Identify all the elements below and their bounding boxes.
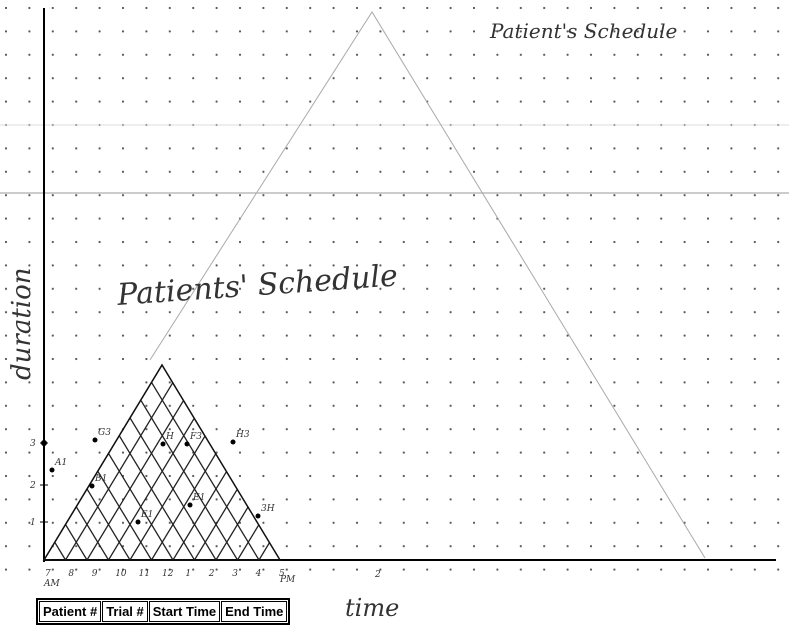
point-label: G3: [98, 428, 111, 438]
points: A1 B1 G3 E1 F3 H3 H E1 3H: [41, 428, 275, 525]
y-tick-label: 3: [30, 439, 36, 449]
point-label: B1: [94, 474, 107, 484]
point: [89, 483, 95, 489]
x-axis-label: time: [345, 594, 399, 622]
point-label: E1: [192, 493, 205, 503]
lattice-line: [44, 365, 131, 560]
x-tick-label: 10: [115, 569, 127, 579]
lattice-line: [44, 365, 260, 560]
header-cell: Start Time: [148, 601, 221, 622]
lattice-line: [172, 365, 280, 560]
point-label: 3H: [261, 504, 275, 514]
lattice-line: [64, 365, 280, 560]
point-label: H3: [235, 430, 250, 440]
x-tick-label: 4: [255, 569, 262, 579]
point: [49, 467, 55, 473]
x-tick-label: 2: [208, 569, 215, 579]
x-ticks: 7 8 9 10 11 12 1 2 3 4 5: [45, 569, 285, 579]
table-header: Patient # Trial # Start Time End Time: [39, 601, 288, 622]
point-label: A1: [54, 458, 67, 468]
y-tick-label: 1: [30, 518, 36, 528]
lattice-line: [44, 365, 153, 560]
large-triangle: [149, 11, 706, 559]
point: [187, 502, 193, 508]
schedule-table: Patient # Trial # Start Time End Time: [36, 598, 291, 625]
point-label: E1: [140, 510, 153, 520]
lattice-line: [150, 365, 280, 560]
point-label: H: [165, 432, 174, 442]
header-cell: End Time: [221, 601, 288, 622]
point: [184, 441, 190, 447]
lattice-line: [86, 365, 280, 560]
header-cell: Patient #: [39, 601, 102, 622]
x-tick-label: 1: [185, 569, 191, 579]
x-tick-label: 7: [45, 569, 51, 579]
y-tick-label: 2: [29, 481, 36, 491]
x-tick-label: 9: [92, 569, 98, 579]
lattice-line: [44, 365, 196, 560]
lattice-line: [44, 365, 217, 560]
pm-label: PM: [279, 575, 296, 585]
lattice-line: [44, 365, 174, 560]
point: [41, 440, 47, 446]
small-triangle: [42, 363, 282, 561]
point-label: F3: [189, 432, 202, 442]
point: [92, 437, 98, 443]
am-label: AM: [43, 579, 60, 589]
point: [160, 441, 166, 447]
y-axis-label: duration: [7, 268, 37, 380]
lattice-line: [44, 365, 239, 560]
point: [135, 519, 141, 525]
point: [230, 439, 236, 445]
lattice-line: [129, 365, 280, 560]
x-tick-label: 11: [139, 569, 150, 579]
point: [255, 513, 261, 519]
top-title: Patient's Schedule: [489, 19, 677, 43]
x-tick-label: 3: [232, 569, 238, 579]
x-extra-label: 2: [374, 570, 381, 580]
lattice-line: [193, 365, 280, 560]
x-tick-label: 8: [68, 569, 74, 579]
lattice-line: [107, 365, 280, 560]
header-cell: Trial #: [102, 601, 148, 622]
x-tick-label: 5: [279, 569, 285, 579]
x-tick-label: 12: [162, 569, 174, 579]
